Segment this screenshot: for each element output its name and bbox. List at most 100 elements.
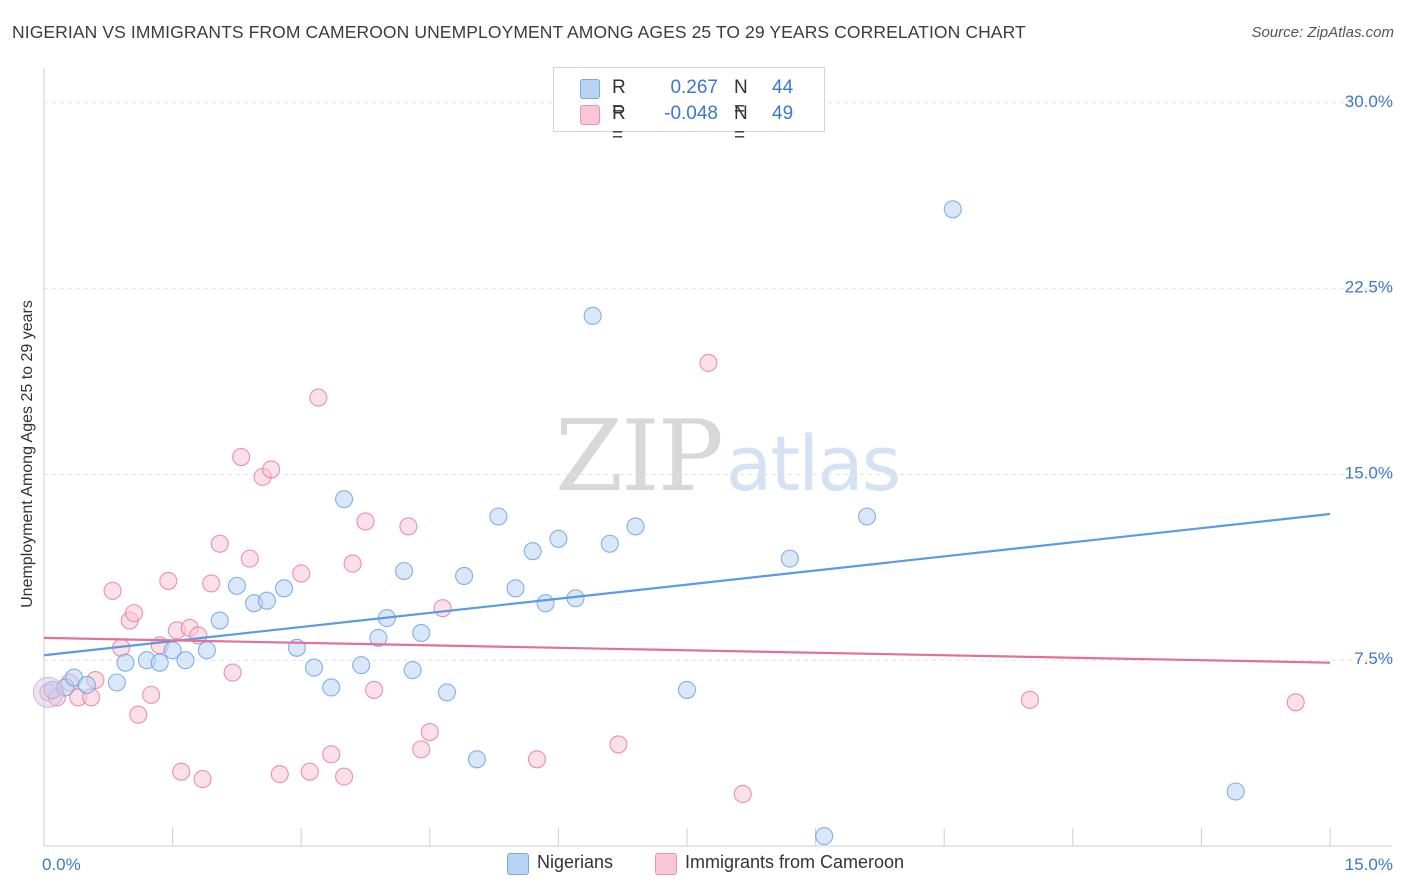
nigerian-point: [210, 611, 229, 630]
nigerian-point: [116, 653, 135, 672]
cameroon-point: [124, 604, 144, 623]
legend-swatch-nigerians: [580, 79, 600, 99]
cameroon-point: [262, 460, 281, 479]
cameroon-point: [733, 784, 752, 804]
cameroon-point: [335, 767, 354, 786]
cameroon-point: [399, 517, 418, 536]
cameroon-point: [172, 762, 191, 781]
nigerian-point: [626, 517, 645, 536]
legend-r-value: 0.267: [670, 77, 718, 98]
nigerian-point: [506, 579, 525, 598]
cluster-point: [32, 676, 64, 708]
nigerian-point: [943, 200, 962, 219]
y-tick-label: 30.0%: [1345, 92, 1393, 111]
legend-r-label: R =: [612, 103, 626, 146]
cameroon-point: [210, 534, 229, 553]
correlation-legend: R = 0.267 N = 44 R = -0.048 N = 49: [553, 67, 825, 146]
nigerian-point: [412, 623, 431, 642]
legend-swatch-cameroon: [580, 105, 600, 125]
nigerian-point: [549, 529, 568, 548]
nigerian-point: [77, 675, 96, 695]
nigerian-point: [275, 579, 294, 598]
cameroon-point: [240, 549, 259, 568]
nigerian-point: [437, 683, 456, 702]
bottom-legend-label: Nigerians: [537, 852, 614, 872]
data-points: [32, 200, 1305, 846]
bottom-legend-swatch-cameroon: [655, 853, 677, 875]
nigerian-point: [197, 641, 216, 660]
grid-lines: [44, 102, 1392, 661]
nigerian-point: [1226, 782, 1245, 801]
cameroon-point: [609, 735, 628, 754]
nigerian-point: [107, 673, 126, 692]
nigerian-point: [583, 306, 602, 325]
legend-n-label: N =: [734, 103, 748, 146]
y-tick-label: 7.5%: [1354, 649, 1393, 668]
watermark-atlas: atlas: [725, 419, 902, 508]
nigerian-point: [467, 750, 487, 769]
cameroon-point: [309, 388, 328, 407]
x-tick-label-max: 15.0%: [1345, 855, 1393, 874]
cameroon-point: [1020, 690, 1039, 709]
cameroon-point: [365, 680, 384, 699]
cameroon-point: [343, 554, 362, 573]
cameroon-point: [270, 765, 289, 784]
nigerian-point: [352, 656, 371, 675]
bottom-legend-label: Immigrants from Cameroon: [685, 852, 905, 872]
cameroon-point: [412, 740, 431, 759]
axes: [43, 68, 1392, 847]
nigerian-point: [305, 658, 324, 677]
tick-labels: 7.5% 15.0% 22.5% 30.0% 0.0% 15.0%: [42, 92, 1393, 874]
cameroon-point: [159, 571, 178, 590]
nigerian-point: [395, 561, 414, 581]
cameroon-point: [322, 745, 341, 764]
nigerian-trend-line: [43, 512, 1331, 657]
cameroon-point: [1286, 693, 1305, 712]
nigerian-point: [857, 507, 877, 526]
nigerian-point: [403, 661, 422, 680]
y-axis-label: Unemployment Among Ages 25 to 29 years: [19, 300, 36, 608]
nigerian-point: [600, 534, 619, 553]
nigerian-point: [227, 576, 246, 595]
cameroon-point: [420, 722, 439, 742]
legend-r-value: -0.048: [664, 103, 718, 124]
nigerian-point: [335, 490, 354, 509]
cameroon-point: [232, 447, 251, 467]
cameroon-point: [202, 574, 221, 593]
nigerian-point: [677, 680, 697, 699]
cameroon-point: [193, 770, 212, 789]
nigerian-point: [780, 549, 799, 568]
x-tick-label-min: 0.0%: [42, 855, 81, 874]
cameroon-point: [527, 750, 547, 769]
legend-n-value: 44: [772, 77, 794, 98]
watermark-zip: ZIP: [555, 400, 724, 514]
nigerian-point: [369, 628, 388, 647]
cameroon-point: [300, 762, 319, 781]
cameroon-point: [103, 581, 122, 600]
legend-n-label: N =: [734, 77, 748, 120]
nigerian-point: [257, 591, 276, 610]
cameroon-point: [142, 685, 161, 704]
nigerian-point: [176, 651, 195, 670]
nigerian-point: [455, 566, 474, 586]
legend-r-label: R =: [612, 77, 626, 120]
chart-title: NIGERIAN VS IMMIGRANTS FROM CAMEROON UNE…: [12, 22, 1026, 42]
nigerian-point: [150, 653, 169, 672]
y-tick-label: 22.5%: [1345, 278, 1393, 297]
nigerian-point: [536, 594, 555, 613]
nigerian-point: [489, 507, 508, 526]
cameroon-point: [223, 663, 242, 682]
cameroon-point: [699, 353, 718, 372]
cameroon-point: [129, 705, 148, 724]
nigerian-point: [322, 678, 341, 697]
cameroon-point: [292, 564, 311, 583]
cameroon-point: [433, 599, 452, 618]
y-tick-label: 15.0%: [1345, 463, 1393, 482]
bottom-legend-swatch-nigerians: [507, 853, 529, 875]
source-label: Source: ZipAtlas.com: [1251, 24, 1394, 41]
trend-lines: [43, 512, 1331, 664]
cameroon-trend-line: [43, 636, 1331, 664]
cameroon-point: [356, 512, 375, 531]
nigerian-point: [523, 542, 542, 561]
